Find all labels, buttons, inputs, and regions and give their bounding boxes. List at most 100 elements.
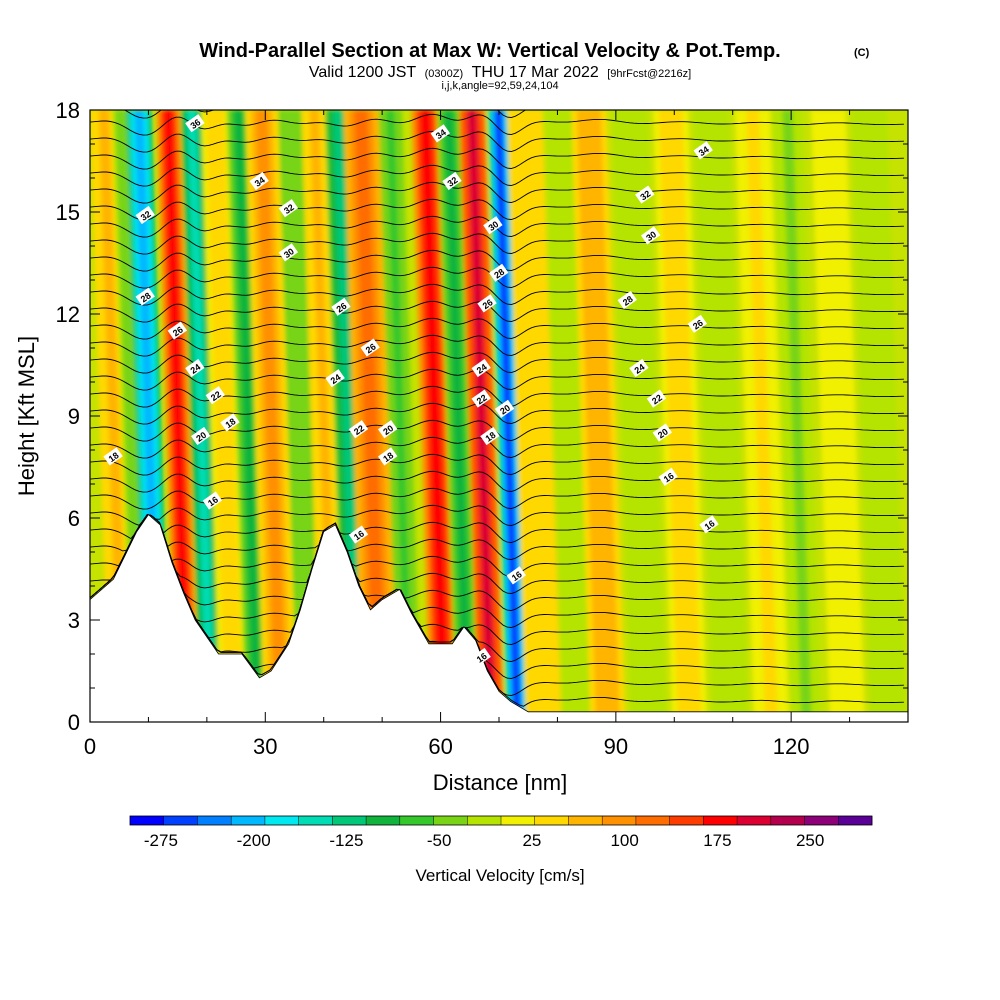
colorbar-swatch <box>804 816 839 825</box>
contour-label-box <box>658 467 678 486</box>
contour-label-box <box>185 114 205 133</box>
theta-contour-line <box>90 232 904 255</box>
contour-label-box <box>377 447 398 466</box>
contour-label-box <box>135 287 155 306</box>
contour-label-text: 34 <box>253 175 267 189</box>
theta-contour-line <box>90 283 904 306</box>
velocity-band <box>623 110 656 722</box>
contour-label-box <box>480 426 500 446</box>
x-tick-label: 120 <box>773 734 810 759</box>
contour-label-text: 22 <box>352 423 366 437</box>
theta-contour-line <box>90 514 904 679</box>
colorbar-swatch <box>635 816 670 825</box>
colorbar-swatch <box>433 816 468 825</box>
contour-label-text: 16 <box>510 569 524 583</box>
x-tick-label: 30 <box>253 734 277 759</box>
contour-label-text: 26 <box>481 297 495 311</box>
contour-label-box <box>377 420 398 439</box>
colorbar-tick-label: 175 <box>703 831 731 850</box>
contour-label: 26 <box>360 338 380 357</box>
contour-label-text: 26 <box>691 318 705 332</box>
contour-label-text: 26 <box>364 341 378 355</box>
subtitle-utc: (0300Z) <box>425 68 464 80</box>
contour-label: 34 <box>249 171 269 191</box>
velocity-band-group <box>90 110 906 722</box>
contour-label-box <box>629 358 649 378</box>
title-mark: (C) <box>854 47 870 59</box>
contour-label-text: 34 <box>434 127 448 141</box>
velocity-band <box>863 110 895 722</box>
contour-label-box <box>325 369 345 388</box>
velocity-band <box>332 110 362 722</box>
contour-label-box <box>220 413 240 432</box>
velocity-band <box>664 110 696 722</box>
contour-label-text: 16 <box>703 518 717 532</box>
colorbar-tick-label: -275 <box>144 831 178 850</box>
contour-label-box <box>471 358 491 378</box>
contour-label-box <box>646 389 667 408</box>
contour-label: 34 <box>430 124 450 143</box>
contour-label: 16 <box>699 515 719 534</box>
contour-label-box <box>494 399 515 418</box>
theta-contour-line <box>90 385 904 408</box>
theta-contour-line <box>90 249 904 272</box>
contour-label-box <box>205 386 226 405</box>
contour-label: 30 <box>483 216 503 235</box>
theta-contour-line <box>90 181 904 204</box>
contour-label-text: 18 <box>224 416 238 430</box>
contour-label: 18 <box>103 447 123 466</box>
contour-label-text: 24 <box>188 362 202 376</box>
contour-label-box <box>348 525 369 544</box>
x-tick-label: 0 <box>84 734 96 759</box>
colorbar-swatch <box>669 816 704 825</box>
x-tick-label: 60 <box>428 734 452 759</box>
colorbar-swatch <box>130 816 165 825</box>
theta-contour-line <box>90 351 904 374</box>
contour-label-text: 18 <box>484 430 498 444</box>
contour-label-box <box>506 566 526 585</box>
theta-contour-line <box>90 368 904 391</box>
contour-label-text: 30 <box>282 246 296 260</box>
contour-label: 24 <box>185 358 205 378</box>
theta-contour-line <box>90 402 904 425</box>
contour-label-text: 28 <box>621 294 635 308</box>
colorbar-swatch <box>703 816 738 825</box>
y-tick-label: 18 <box>56 98 80 123</box>
plot-area: 36 34 34 34 32 32 32 32 30 30 30 28 28 28 26 26 26 26 26 24… <box>90 110 908 722</box>
contour-label-box <box>135 205 155 225</box>
colorbar-swatch <box>501 816 536 825</box>
contour-label: 26 <box>331 297 351 316</box>
subtitle-forecast: [9hrFcst@2216z] <box>607 68 691 80</box>
colorbar-swatch <box>163 816 198 825</box>
contour-label-text: 16 <box>475 651 489 665</box>
velocity-band <box>187 110 215 722</box>
contour-label: 30 <box>640 226 661 245</box>
theta-contour-line <box>90 147 904 170</box>
contour-label: 26 <box>687 314 708 333</box>
contour-label-box <box>278 199 299 218</box>
velocity-band <box>385 110 414 722</box>
theta-contour-line <box>90 514 904 577</box>
contour-label-text: 16 <box>206 494 220 508</box>
contour-label-box <box>617 290 637 310</box>
contour-label: 22 <box>205 386 226 405</box>
colorbar-label: Vertical Velocity [cm/s] <box>415 866 584 885</box>
contour-label: 16 <box>506 566 526 585</box>
contour-label: 28 <box>135 287 155 306</box>
velocity-band <box>554 110 584 722</box>
velocity-band <box>286 110 315 722</box>
contour-label: 30 <box>278 243 299 262</box>
contour-label: 18 <box>220 413 240 432</box>
velocity-band <box>822 110 854 722</box>
theta-contour-line <box>90 514 904 543</box>
colorbar-swatch <box>366 816 401 825</box>
contour-label: 20 <box>191 426 211 446</box>
contour-label-box <box>191 426 211 446</box>
theta-contour-line <box>90 317 904 340</box>
contour-label: 22 <box>646 389 667 408</box>
contour-label-text: 36 <box>188 117 202 131</box>
y-tick-label: 6 <box>68 506 80 531</box>
contour-label-box <box>640 226 661 245</box>
colorbar-tick-label: 100 <box>610 831 638 850</box>
contour-label-text: 30 <box>644 229 658 243</box>
